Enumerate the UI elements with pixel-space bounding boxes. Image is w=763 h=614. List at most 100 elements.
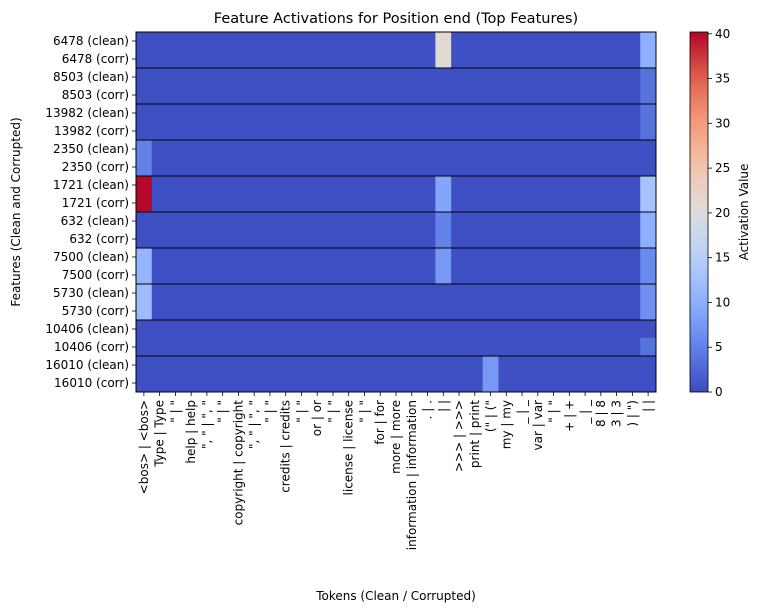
heatmap-cell xyxy=(340,266,358,285)
heatmap-cell xyxy=(435,194,452,213)
heatmap-cell xyxy=(482,194,499,213)
heatmap-cell xyxy=(388,212,405,231)
heatmap-cell xyxy=(640,374,657,393)
heatmap-cell xyxy=(640,212,657,231)
heatmap-cell xyxy=(340,158,358,177)
heatmap-cell xyxy=(151,230,168,249)
heatmap-cell xyxy=(435,266,452,285)
heatmap-cell xyxy=(340,86,358,105)
heatmap-cell xyxy=(325,86,342,105)
heatmap-cell xyxy=(435,374,452,393)
heatmap-cell xyxy=(435,140,452,159)
heatmap-cell xyxy=(199,356,216,375)
heatmap-cell xyxy=(529,230,547,249)
heatmap-cell xyxy=(419,302,436,321)
heatmap-cell xyxy=(325,212,342,231)
heatmap-cell xyxy=(577,320,594,339)
heatmap-cell xyxy=(167,356,184,375)
heatmap-cell xyxy=(466,32,484,51)
heatmap-cell xyxy=(545,194,562,213)
heatmap-cell xyxy=(214,266,231,285)
heatmap-cell xyxy=(309,122,326,141)
heatmap-cell xyxy=(325,284,342,303)
heatmap-cell xyxy=(356,176,373,195)
heatmap-cell xyxy=(309,194,326,213)
heatmap-cell xyxy=(167,68,184,87)
heatmap-cell xyxy=(277,356,294,375)
heatmap-cell xyxy=(183,158,200,177)
heatmap-cell xyxy=(356,158,373,177)
heatmap-cell xyxy=(403,104,421,123)
heatmap-cell xyxy=(466,338,484,357)
heatmap-cell xyxy=(451,176,468,195)
heatmap-cell xyxy=(419,266,436,285)
heatmap-cell xyxy=(293,158,310,177)
heatmap-cell xyxy=(640,122,657,141)
heatmap-cell xyxy=(309,230,326,249)
heatmap-cell xyxy=(608,212,625,231)
heatmap-cell xyxy=(482,230,499,249)
heatmap-cell xyxy=(214,302,231,321)
y-tick-label: 8503 (corr) xyxy=(62,88,129,102)
x-tick-label: _ | _ xyxy=(578,399,592,425)
heatmap-cell xyxy=(277,284,294,303)
heatmap-cell xyxy=(451,140,468,159)
heatmap-cell xyxy=(151,302,168,321)
heatmap-cell xyxy=(167,50,184,69)
heatmap-cell xyxy=(640,266,657,285)
heatmap-cell xyxy=(451,374,468,393)
x-tick-label: <bos> | <bos> xyxy=(137,400,151,494)
heatmap-cell xyxy=(466,284,484,303)
heatmap-cell xyxy=(356,194,373,213)
heatmap-cell xyxy=(262,266,279,285)
heatmap-cell xyxy=(514,302,531,321)
heatmap-cell xyxy=(325,266,342,285)
heatmap-cell xyxy=(246,194,263,213)
y-tick-label: 2350 (clean) xyxy=(53,142,129,156)
heatmap-cell xyxy=(325,302,342,321)
heatmap-cell xyxy=(230,86,247,105)
heatmap-cell xyxy=(388,32,405,51)
colorbar-tick-label: 20 xyxy=(715,206,730,220)
heatmap-cell xyxy=(309,374,326,393)
heatmap-cell xyxy=(561,158,578,177)
heatmap-cell xyxy=(592,176,610,195)
heatmap-cell xyxy=(561,212,578,231)
heatmap-cell xyxy=(624,104,641,123)
heatmap-cell xyxy=(340,284,358,303)
heatmap-cell xyxy=(277,302,294,321)
colorbar-tick-label: 10 xyxy=(715,295,730,309)
heatmap-cell xyxy=(482,122,499,141)
heatmap-cell xyxy=(246,230,263,249)
heatmap-cell xyxy=(514,356,531,375)
heatmap-cell xyxy=(466,104,484,123)
heatmap-cell xyxy=(183,122,200,141)
heatmap-cell xyxy=(577,104,594,123)
heatmap-cell xyxy=(403,248,421,267)
heatmap-cell xyxy=(529,122,547,141)
x-tick-label: " | " xyxy=(216,400,230,423)
heatmap-cell xyxy=(624,122,641,141)
heatmap-cell xyxy=(577,176,594,195)
heatmap-cell xyxy=(403,284,421,303)
x-tick-label: . | . xyxy=(421,400,435,419)
heatmap-cell xyxy=(167,266,184,285)
heatmap-cell xyxy=(514,50,531,69)
heatmap-cell xyxy=(482,104,499,123)
heatmap-cell xyxy=(246,284,263,303)
heatmap-cell xyxy=(545,302,562,321)
heatmap-cell xyxy=(214,248,231,267)
heatmap-cell xyxy=(293,32,310,51)
heatmap-cell xyxy=(356,266,373,285)
heatmap-cell xyxy=(246,320,263,339)
heatmap-cell xyxy=(183,266,200,285)
heatmap-cell xyxy=(451,32,468,51)
heatmap-cell xyxy=(262,374,279,393)
heatmap-cell xyxy=(151,356,168,375)
heatmap-cell xyxy=(356,284,373,303)
heatmap-cell xyxy=(183,230,200,249)
heatmap-cell xyxy=(624,320,641,339)
heatmap-cell xyxy=(246,50,263,69)
heatmap-cell xyxy=(466,356,484,375)
heatmap-cell xyxy=(136,212,153,231)
